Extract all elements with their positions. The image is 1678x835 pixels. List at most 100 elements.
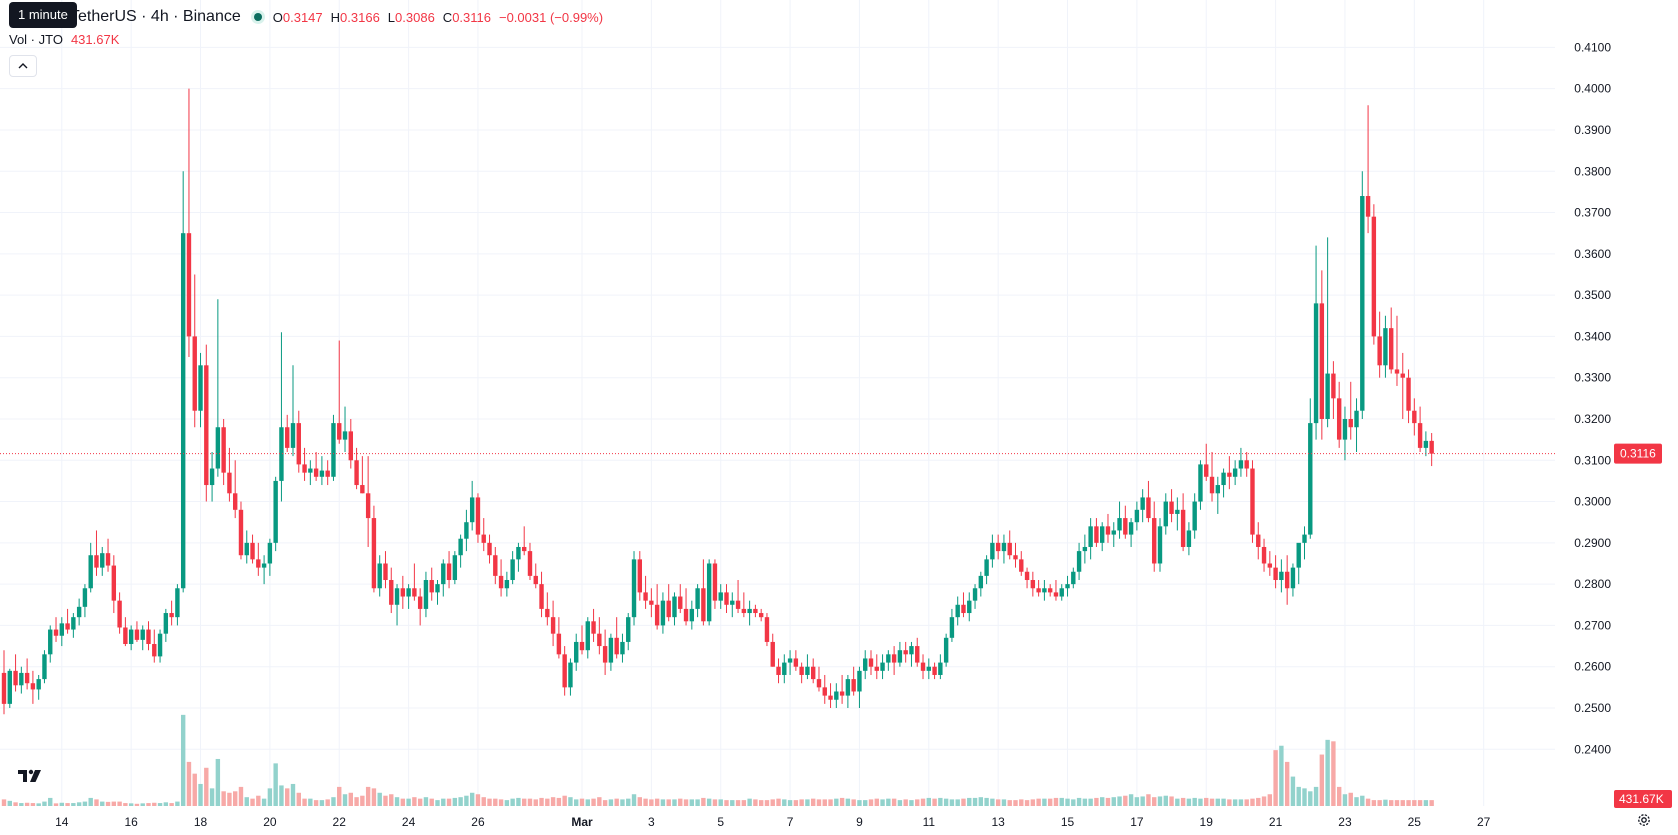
price-tick-label: 0.3600: [1574, 247, 1611, 261]
symbol-title[interactable]: TetherUS · 4h · Binance: [70, 8, 241, 25]
candle-body: [123, 627, 128, 645]
volume-bar: [244, 797, 249, 806]
candle-body: [793, 658, 799, 667]
volume-bar: [1007, 800, 1012, 806]
volume-bar: [285, 788, 290, 806]
candle-body: [209, 468, 215, 486]
candle-body: [146, 629, 151, 645]
price-tick-label: 0.3400: [1574, 329, 1611, 343]
candle-body: [296, 423, 301, 465]
candle-body: [1088, 526, 1093, 547]
volume-bar: [782, 799, 787, 806]
volume-bar: [1383, 799, 1388, 806]
change-value: −0.0031 (−0.99%): [498, 9, 604, 25]
candle-body: [1348, 418, 1353, 428]
volume-bar: [417, 798, 423, 806]
volume-bar: [30, 803, 36, 806]
volume-bar: [915, 799, 920, 806]
candle-body: [712, 563, 718, 601]
volume-bar: [816, 799, 822, 806]
volume-bar: [1238, 799, 1244, 806]
volume-bar: [48, 797, 53, 806]
candle-body: [1047, 588, 1053, 593]
volume-bar: [955, 799, 960, 806]
volume-bar: [1389, 800, 1394, 806]
candle-body: [1377, 336, 1382, 366]
candle-body: [568, 662, 573, 688]
price-tick-label: 0.2700: [1574, 618, 1611, 632]
volume-bar: [764, 800, 770, 806]
price-tick-label: 0.2900: [1574, 536, 1611, 550]
candle-body: [1157, 526, 1163, 564]
candle-body: [851, 679, 856, 692]
volume-bar: [1342, 794, 1348, 806]
time-tick-label: 27: [1477, 815, 1491, 829]
candle-body: [94, 555, 99, 568]
candle-body: [1412, 410, 1417, 424]
volume-bar: [313, 800, 319, 806]
candle-body: [498, 575, 504, 589]
candle-body: [285, 427, 290, 448]
volume-bar: [1186, 798, 1192, 806]
volume-bar: [631, 794, 637, 806]
candle-body: [880, 662, 885, 671]
candle-body: [1215, 485, 1220, 494]
time-tick-label: 15: [1061, 815, 1075, 829]
volume-bar: [516, 797, 521, 806]
volume-bar: [1146, 794, 1151, 806]
volume-bar: [591, 798, 596, 806]
volume-bar: [360, 795, 365, 806]
candle-body: [857, 670, 862, 692]
volume-bar: [256, 795, 261, 806]
volume-bar: [1209, 798, 1215, 806]
volume-legend: Vol · JTO 431.67K: [9, 32, 119, 47]
volume-bar: [1319, 754, 1325, 806]
volume-bar: [1400, 800, 1405, 806]
candle-body: [1256, 534, 1261, 547]
candle-body: [1365, 196, 1371, 217]
candle-body: [71, 617, 76, 630]
candle-body: [313, 468, 319, 477]
candle-body: [1152, 518, 1157, 564]
candle-body: [308, 468, 313, 473]
volume-bar: [1094, 797, 1099, 806]
volume-bar: [1013, 800, 1018, 806]
candle-body: [452, 555, 458, 581]
collapse-legend-button[interactable]: [9, 55, 37, 77]
volume-bar: [105, 801, 111, 806]
candle-body: [672, 596, 677, 618]
volume-bar: [308, 798, 313, 806]
candle-body: [412, 588, 417, 597]
volume-bar: [539, 797, 544, 806]
volume-bar: [562, 795, 567, 806]
volume-bar: [689, 799, 695, 806]
candle-body: [342, 431, 348, 440]
gear-icon[interactable]: [1636, 812, 1652, 828]
candle-body: [198, 365, 203, 411]
candle-body: [469, 497, 475, 523]
volume-bar: [730, 800, 735, 806]
volume-bar: [389, 794, 394, 806]
volume-bar: [1030, 799, 1036, 806]
candle-body: [1302, 534, 1307, 543]
volume-bar: [117, 801, 122, 806]
candle-body: [19, 672, 24, 686]
candle-body: [48, 629, 53, 655]
volume-bar: [267, 788, 273, 806]
candle-body: [250, 542, 255, 560]
low-value: 0.3086: [395, 9, 435, 25]
candle-body: [1336, 398, 1342, 440]
candle-body: [660, 600, 666, 626]
volume-bar: [845, 798, 851, 806]
volume-bar: [186, 761, 192, 806]
volume-label[interactable]: Vol · JTO: [9, 32, 63, 47]
market-status-icon[interactable]: [250, 10, 265, 24]
tradingview-logo[interactable]: [14, 762, 46, 790]
candle-body: [256, 559, 261, 568]
volume-bar: [198, 783, 203, 806]
volume-bar: [377, 792, 382, 806]
candle-body: [487, 542, 492, 556]
candle-body: [365, 493, 371, 519]
candle-body: [1273, 567, 1278, 581]
